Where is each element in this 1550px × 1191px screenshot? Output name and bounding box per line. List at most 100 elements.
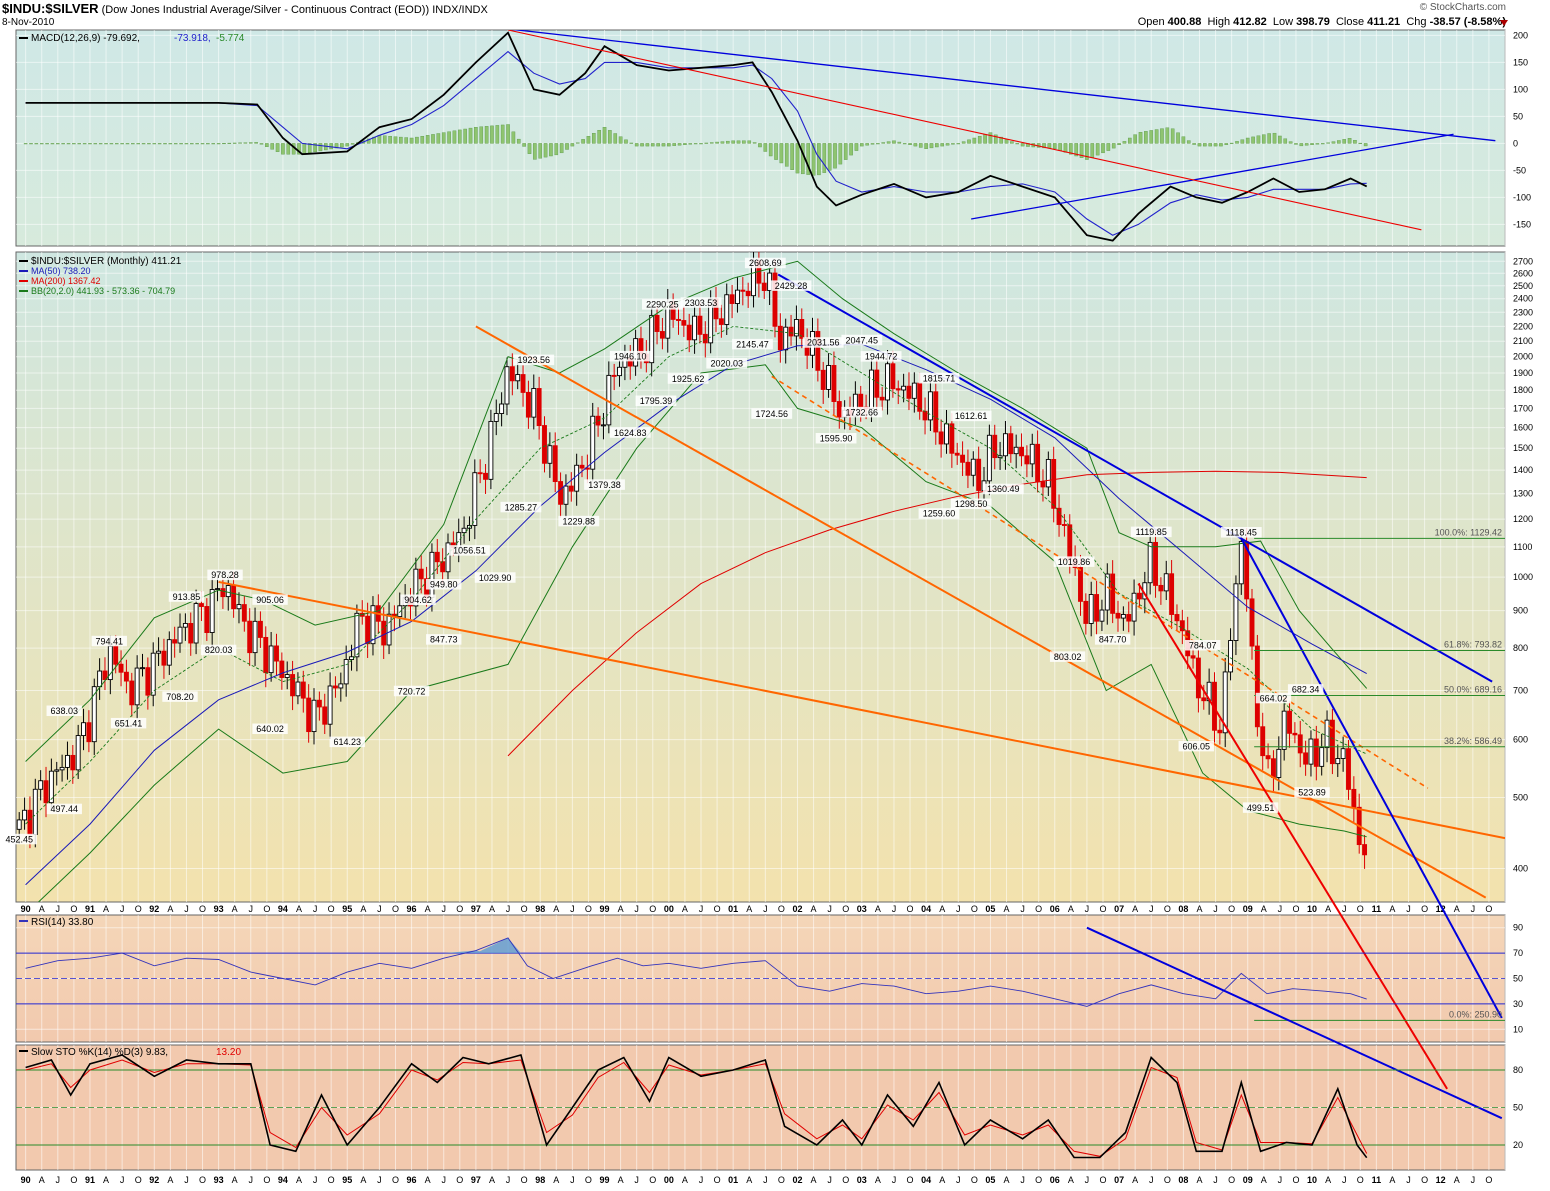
year-tick-label: 92 — [149, 904, 159, 914]
candle-down — [247, 620, 253, 654]
month-tick-label: A — [682, 1175, 688, 1185]
price-label: 1119.85 — [1136, 527, 1167, 537]
y-tick-label: 600 — [1513, 735, 1528, 745]
y-tick-label: 700 — [1513, 686, 1528, 696]
macd-histogram-bar — [345, 143, 350, 147]
year-tick-label: 05 — [985, 904, 995, 914]
macd-histogram-bar — [1042, 143, 1046, 149]
macd-histogram-bar — [704, 142, 709, 144]
macd-histogram-bar — [1052, 143, 1057, 149]
month-tick-label: A — [167, 1175, 173, 1185]
macd-histogram-bar — [736, 140, 741, 144]
month-tick-label: A — [425, 904, 431, 914]
month-tick-label: A — [425, 1175, 431, 1185]
candle-down — [965, 461, 971, 476]
macd-histogram-bar — [801, 143, 805, 175]
macd-histogram-bar — [935, 143, 939, 148]
candle-down — [1115, 612, 1121, 619]
macd-histogram-bar — [1213, 143, 1218, 147]
price-label-bg — [558, 515, 600, 527]
ohlc-readout: Open 400.88 High 412.82 Low 398.79 Close… — [1138, 16, 1506, 28]
candle-down — [477, 472, 483, 475]
month-tick-label: O — [714, 904, 721, 914]
candle-down — [611, 374, 617, 377]
candle-up — [1324, 719, 1330, 749]
y-tick-label: 150 — [1513, 57, 1528, 67]
candle-up — [65, 754, 70, 768]
candle-up — [901, 385, 907, 391]
candle-down — [1292, 732, 1298, 736]
y-tick-label: 10 — [1513, 1024, 1523, 1034]
macd-histogram-bar — [248, 142, 253, 144]
price-label-bg — [1184, 639, 1221, 651]
price-label: 2608.69 — [749, 258, 782, 268]
candle-down — [1362, 844, 1368, 856]
price-label-bg — [841, 334, 883, 346]
price-label-bg — [950, 498, 992, 510]
candle-down — [102, 670, 108, 681]
candle-up — [869, 369, 874, 410]
macd-histogram-bar — [56, 143, 60, 145]
month-tick-label: J — [1085, 904, 1090, 914]
y-tick-label: 1000 — [1513, 572, 1533, 582]
candle-down — [118, 663, 124, 673]
month-tick-label: O — [585, 904, 592, 914]
month-tick-label: A — [746, 904, 752, 914]
symbol-description: (Dow Jones Industrial Average/Silver - C… — [101, 4, 430, 16]
candle-up — [461, 527, 467, 534]
macd-legend-signal: -73.918, — [174, 33, 211, 44]
month-tick-label: J — [56, 904, 61, 914]
macd-histogram-bar — [827, 143, 832, 171]
candle-down — [954, 452, 960, 456]
macd-histogram-bar — [286, 143, 291, 155]
candle-down — [815, 331, 821, 371]
month-tick-label: O — [521, 1175, 528, 1185]
macd-histogram-bar — [1111, 143, 1116, 149]
macd-histogram-bar — [82, 143, 87, 145]
macd-histogram-bar — [983, 134, 987, 144]
candle-down — [306, 697, 312, 733]
candle-down — [509, 366, 515, 382]
month-tick-label: A — [296, 904, 302, 914]
month-tick-label: A — [939, 904, 945, 914]
price-label: 1259.60 — [923, 509, 956, 519]
year-tick-label: 06 — [1050, 1175, 1060, 1185]
month-tick-label: J — [184, 1175, 189, 1185]
macd-histogram-bar — [366, 138, 371, 144]
macd-histogram-bar — [302, 143, 307, 155]
price-label: 784.07 — [1189, 640, 1217, 650]
fib-label: 38.2%: 586.49 — [1444, 736, 1502, 746]
candle-down — [199, 603, 204, 607]
candle-up — [1104, 573, 1110, 611]
candle-up — [1335, 758, 1341, 765]
macd-histogram-bar — [640, 143, 644, 147]
price-label-bg — [168, 591, 205, 602]
candle-up — [22, 809, 28, 821]
month-tick-label: A — [618, 904, 624, 914]
candle-down — [1254, 645, 1260, 728]
macd-histogram-bar — [120, 143, 124, 145]
candle-down — [241, 604, 247, 622]
year-tick-label: 08 — [1178, 1175, 1188, 1185]
bollinger-mid — [25, 325, 1367, 825]
month-tick-label: A — [1261, 1175, 1267, 1185]
price-label-bg — [744, 257, 786, 269]
macd-histogram-bar — [586, 135, 591, 144]
month-tick-label: A — [939, 1175, 945, 1185]
macd-histogram-bar — [98, 143, 103, 145]
candle-down — [568, 485, 574, 492]
price-label-bg — [400, 594, 436, 606]
candle-up — [1308, 738, 1314, 765]
y-tick-label: 2500 — [1513, 281, 1533, 291]
candle-up — [16, 819, 22, 830]
candle-up — [140, 667, 145, 670]
price-label: 1118.45 — [1226, 528, 1257, 538]
price-label: 1229.88 — [563, 516, 596, 526]
month-tick-label: O — [907, 1175, 914, 1185]
macd-histogram-bar — [500, 124, 505, 144]
price-label: 640.02 — [256, 724, 284, 734]
macd-histogram-bar — [190, 143, 194, 145]
macd-histogram-bar — [742, 140, 746, 144]
month-tick-label: A — [360, 904, 366, 914]
candle-up — [997, 455, 1003, 459]
